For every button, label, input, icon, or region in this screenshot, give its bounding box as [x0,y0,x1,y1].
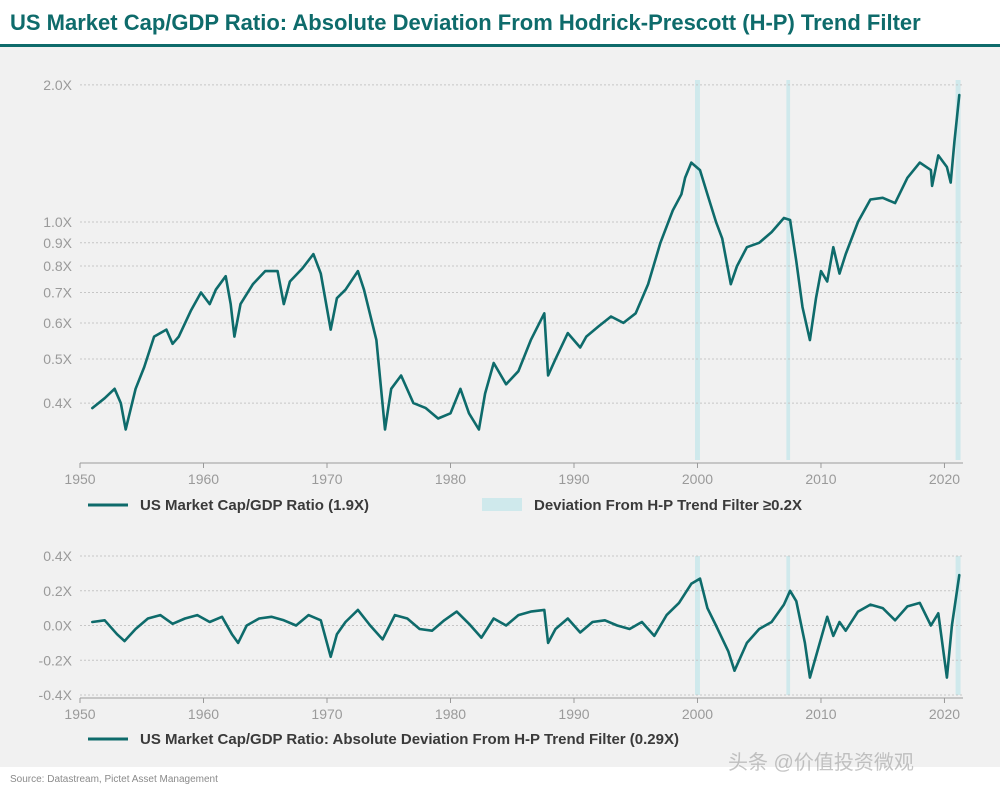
x-tick-label: 1950 [64,471,95,487]
legend-label: US Market Cap/GDP Ratio: Absolute Deviat… [140,731,679,748]
y-tick-label: -0.2X [39,652,73,668]
x-tick-label: 1980 [435,471,466,487]
x-tick-label: 2000 [682,471,713,487]
y-tick-label: 0.8X [43,258,72,274]
series-line [91,573,961,679]
y-tick-label: 0.0X [43,618,72,634]
chart-title: US Market Cap/GDP Ratio: Absolute Deviat… [10,10,921,35]
y-tick-label: 0.6X [43,315,72,331]
highlight-band [955,556,961,695]
x-tick-label: 1990 [558,471,589,487]
y-tick-label: -0.4X [39,687,73,703]
legend-band-swatch [482,498,522,511]
chart-1: 0.4X 0.5X 0.6X 0.7X 0.8X 0.9X 1.0X 2.0X 1950 1960… [43,77,963,514]
y-tick-label: 0.5X [43,351,72,367]
x-tick-label: 1990 [558,706,589,722]
source-note: Source: Datastream, Pictet Asset Managem… [10,774,218,785]
y-tick-label: 0.7X [43,284,72,300]
chart-svg: 0.4X 0.5X 0.6X 0.7X 0.8X 0.9X 1.0X 2.0X 1950 1960… [39,77,963,748]
x-tick-label: 2020 [929,471,960,487]
x-tick-label: 1950 [64,706,95,722]
x-tick-label: 1960 [188,706,219,722]
series-line [91,93,961,431]
y-tick-label: 0.4X [43,395,72,411]
x-tick-label: 1970 [311,471,342,487]
title-rule [0,44,1000,47]
legend-label: US Market Cap/GDP Ratio (1.9X) [140,497,369,514]
chart-panel: 0.4X 0.5X 0.6X 0.7X 0.8X 0.9X 1.0X 2.0X 1950 1960… [0,47,1000,767]
x-tick-label: 2020 [929,706,960,722]
legend-label: Deviation From H-P Trend Filter ≥0.2X [534,497,802,514]
chart-2: 0.4X 0.2X 0.0X -0.2X -0.4X 1950 1960 1970 1980 19… [39,548,963,748]
highlight-band [955,80,961,460]
x-tick-label: 2010 [805,471,836,487]
watermark: 头条 @价值投资微观 [728,752,914,774]
y-tick-label: 2.0X [43,77,72,93]
highlight-band [786,80,791,460]
x-tick-label: 1960 [188,471,219,487]
y-tick-label: 0.4X [43,548,72,564]
x-tick-label: 2000 [682,706,713,722]
x-tick-label: 1980 [435,706,466,722]
y-tick-label: 1.0X [43,214,72,230]
y-tick-label: 0.2X [43,583,72,599]
x-tick-label: 2010 [805,706,836,722]
y-tick-label: 0.9X [43,235,72,251]
x-tick-label: 1970 [311,706,342,722]
highlight-band [695,80,700,460]
